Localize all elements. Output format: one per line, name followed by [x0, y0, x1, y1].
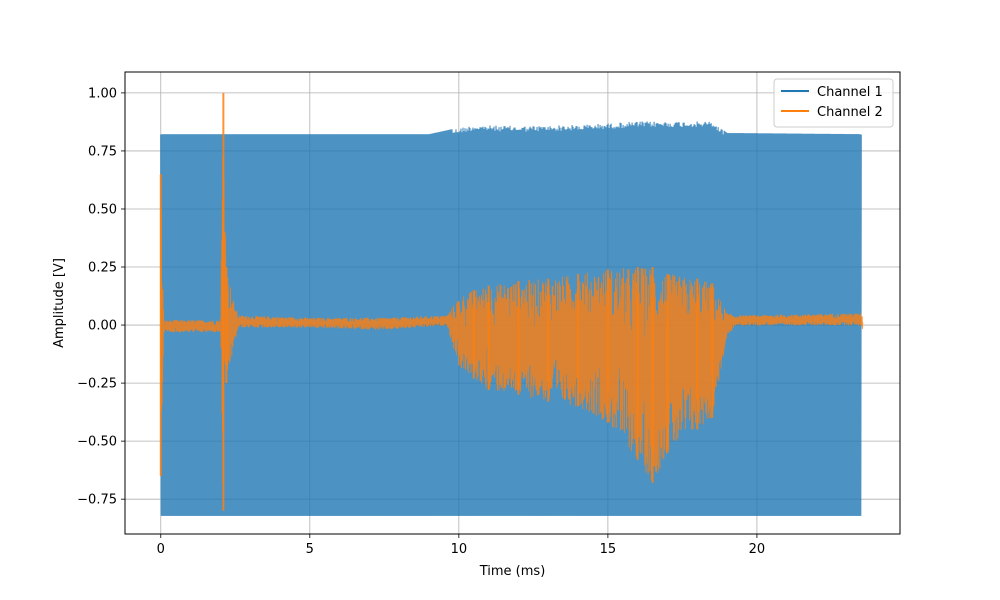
- plot-frame: [124, 71, 901, 535]
- y-tick-label: 1.00: [88, 86, 117, 101]
- series-line-channel-1: [160, 121, 862, 517]
- y-tick-label: 0.75: [88, 144, 117, 159]
- y-tick-label: −0.25: [77, 377, 117, 392]
- y-tick-label: 0.50: [88, 202, 117, 217]
- y-tick-label: 0.00: [88, 319, 117, 334]
- series-line-channel-2: [160, 156, 864, 486]
- x-tick-label: 10: [451, 542, 468, 557]
- ticks: 0 5 10 15 20 −0.75 −0.50 −0.25 0.00 0.25 0.50 0.75 1…: [77, 86, 765, 557]
- series-layer: [159, 92, 864, 517]
- y-tick-label: −0.75: [77, 493, 117, 508]
- legend-label-channel-2: Channel 2: [817, 105, 883, 120]
- y-tick-label: 0.25: [88, 261, 117, 276]
- x-tick-label: 15: [600, 542, 617, 557]
- legend-label-channel-1: Channel 1: [817, 85, 883, 100]
- legend: Channel 1 Channel 2: [773, 78, 894, 128]
- y-axis-label: Amplitude [V]: [52, 258, 67, 348]
- y-tick-label: −0.50: [77, 435, 117, 450]
- x-axis-label: Time (ms): [479, 564, 546, 579]
- x-tick-label: 0: [157, 542, 165, 557]
- x-tick-label: 20: [749, 542, 766, 557]
- x-tick-label: 5: [306, 542, 314, 557]
